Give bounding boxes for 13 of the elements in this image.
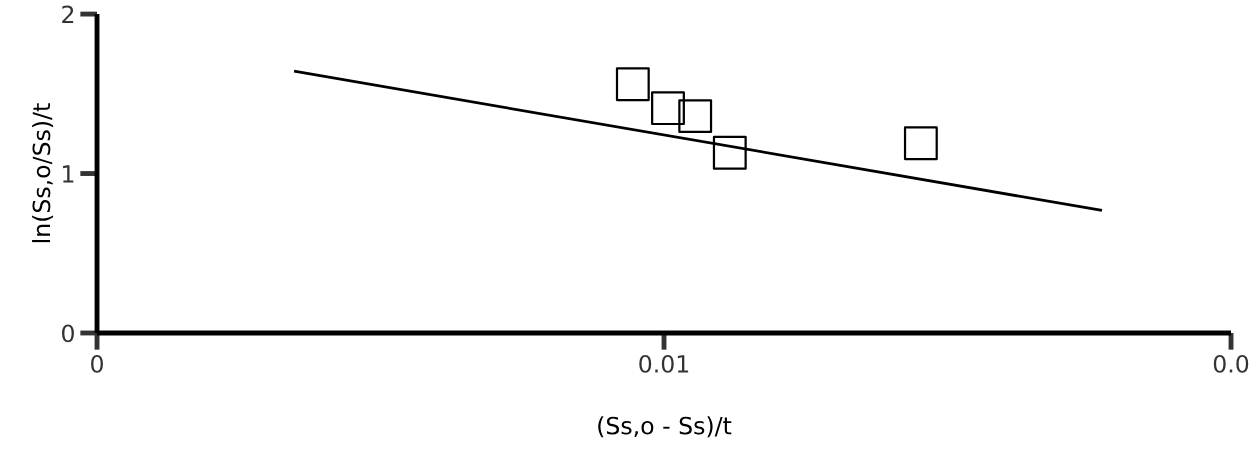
y-tick-label: 0 bbox=[62, 324, 74, 343]
point bbox=[903, 126, 938, 161]
point bbox=[712, 135, 747, 170]
x-axis-title: (Ss,o - Ss)/t bbox=[598, 416, 732, 438]
x-tick-label: 0 bbox=[91, 354, 103, 373]
point bbox=[678, 99, 713, 134]
y-tick-label: 1 bbox=[63, 165, 74, 183]
point bbox=[615, 67, 650, 102]
y-tick-label: 2 bbox=[62, 5, 74, 24]
y-axis-title: ln(Ss,o/Ss)/t bbox=[32, 103, 54, 243]
point bbox=[651, 91, 685, 126]
x-tick-label: 0.0 bbox=[1213, 354, 1249, 373]
x-tick-label: 0.01 bbox=[639, 354, 689, 373]
